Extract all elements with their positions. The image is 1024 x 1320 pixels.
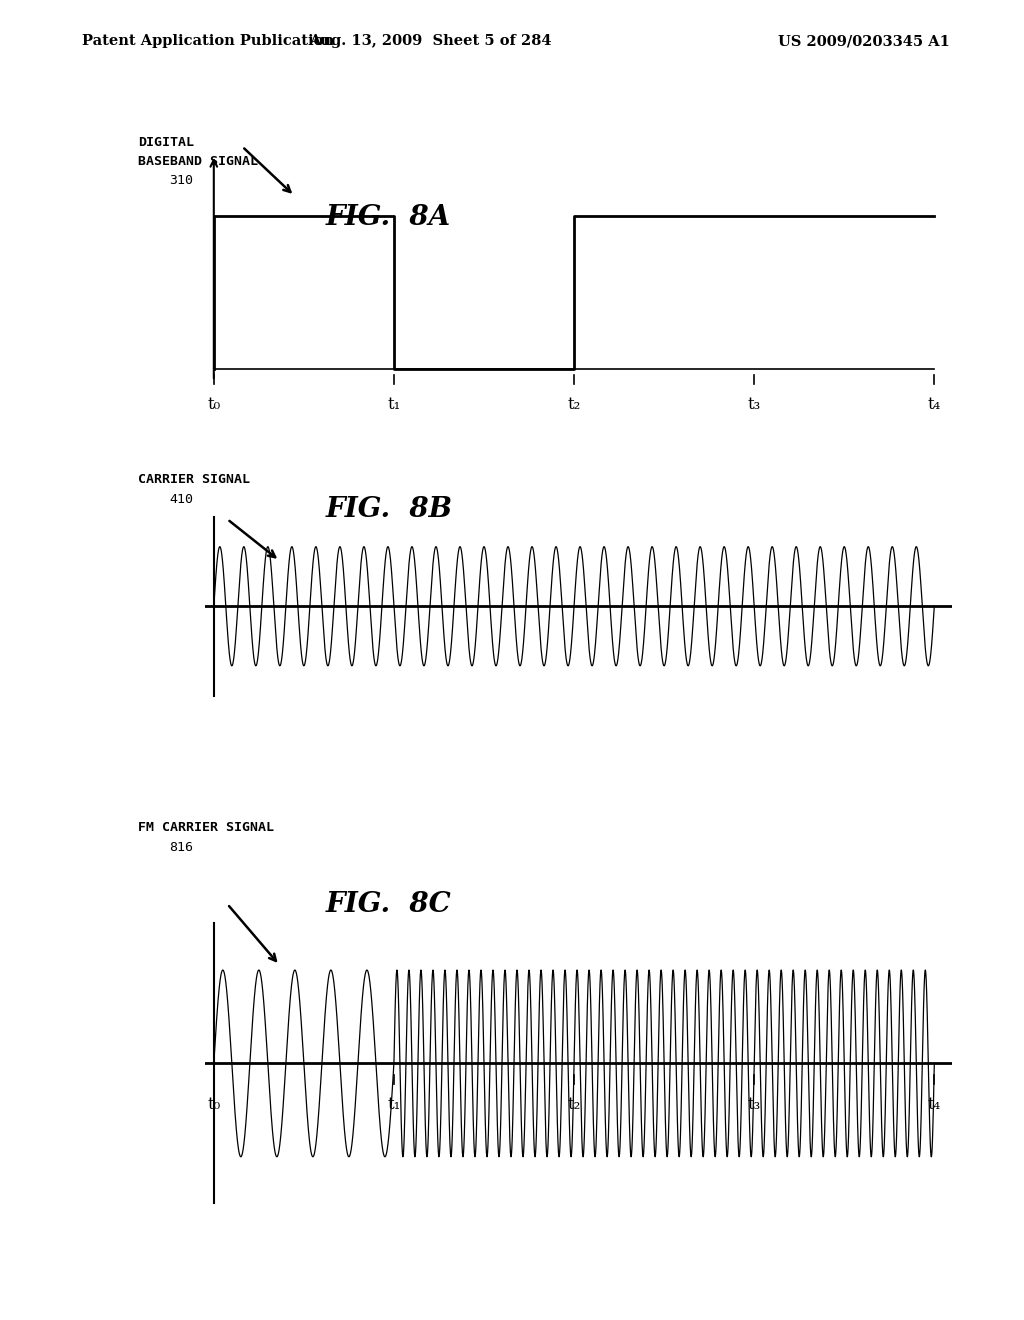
Text: FIG.  8A: FIG. 8A (326, 203, 451, 231)
Text: 410: 410 (169, 492, 193, 506)
Text: t₄: t₄ (928, 1096, 941, 1113)
Text: FM CARRIER SIGNAL: FM CARRIER SIGNAL (138, 821, 274, 834)
Text: FIG.  8B: FIG. 8B (326, 496, 453, 523)
Text: t₁: t₁ (387, 1096, 400, 1113)
Text: t₂: t₂ (567, 396, 581, 413)
Text: t₂: t₂ (567, 1096, 581, 1113)
Text: CARRIER SIGNAL: CARRIER SIGNAL (138, 473, 250, 486)
Text: FIG.  8C: FIG. 8C (326, 891, 452, 917)
Text: t₃: t₃ (748, 1096, 761, 1113)
Text: t₀: t₀ (207, 396, 220, 413)
Text: BASEBAND SIGNAL: BASEBAND SIGNAL (138, 154, 258, 168)
Text: t₄: t₄ (928, 396, 941, 413)
Text: t₁: t₁ (387, 396, 400, 413)
Text: t₀: t₀ (207, 1096, 220, 1113)
Text: US 2009/0203345 A1: US 2009/0203345 A1 (778, 34, 950, 49)
Text: 310: 310 (169, 174, 193, 187)
Text: Patent Application Publication: Patent Application Publication (82, 34, 334, 49)
Text: 816: 816 (169, 841, 193, 854)
Text: t₃: t₃ (748, 396, 761, 413)
Text: Aug. 13, 2009  Sheet 5 of 284: Aug. 13, 2009 Sheet 5 of 284 (309, 34, 551, 49)
Text: DIGITAL: DIGITAL (138, 136, 195, 149)
